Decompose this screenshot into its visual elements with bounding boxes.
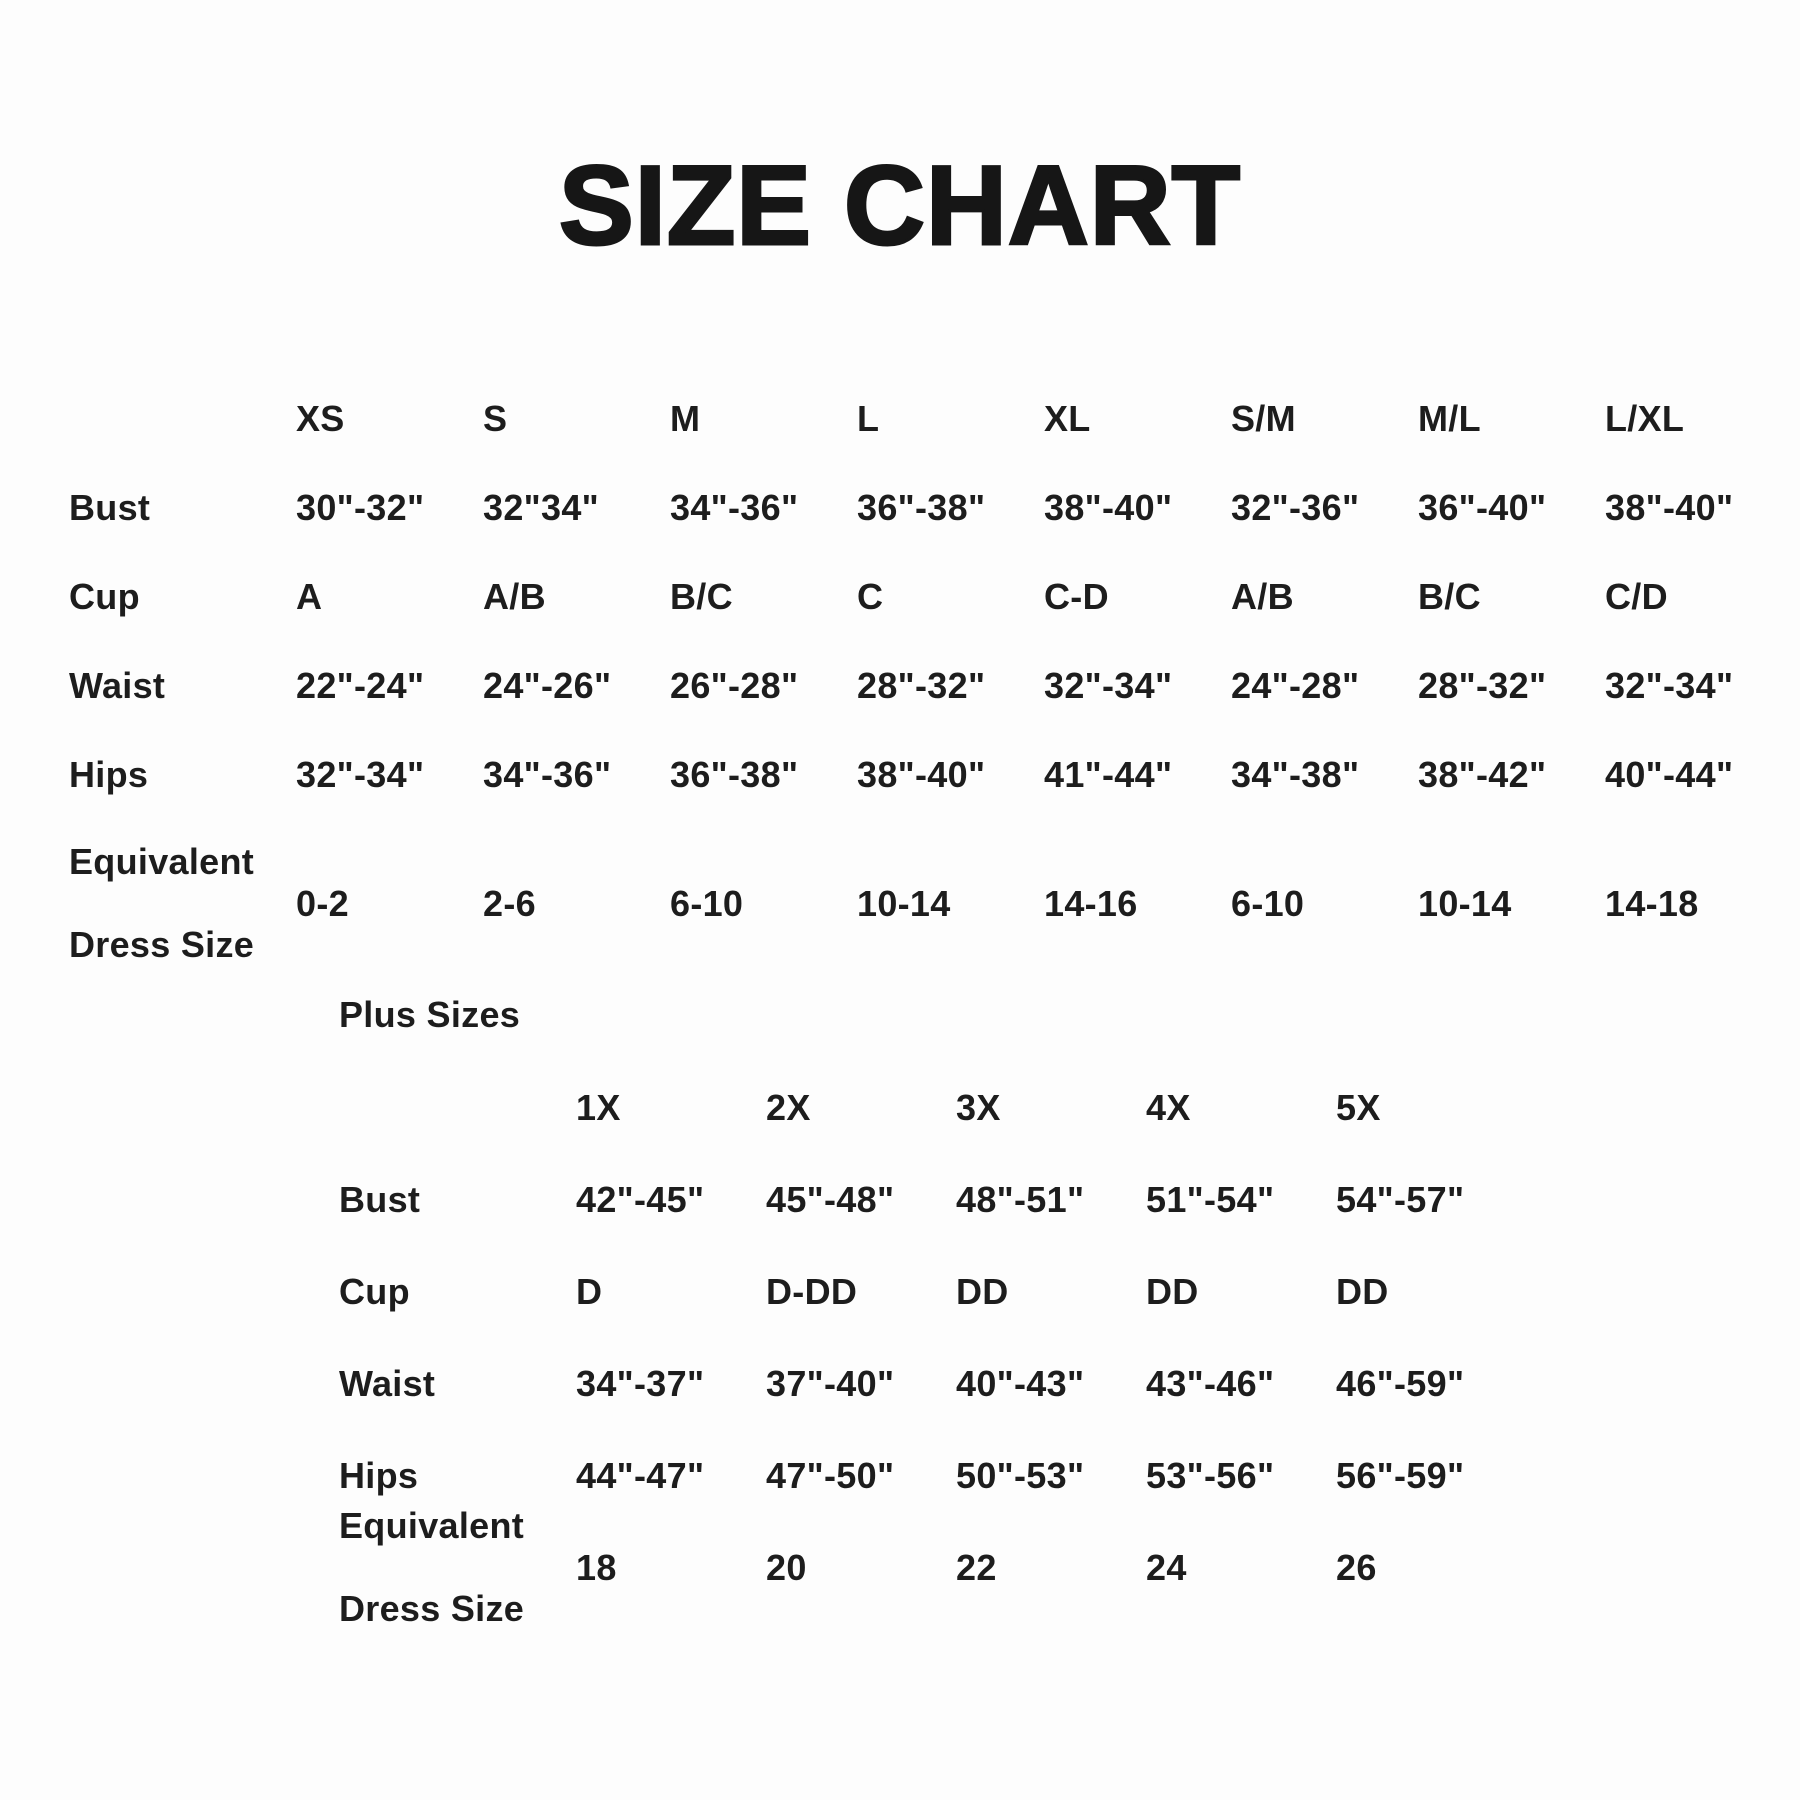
plus-sizes-table: 1X 2X 3X 4X 5X Bust 42"-45" 45"-48" 48"-51" 51"-5…: [339, 1062, 1800, 1629]
size-cell: 24"-28": [1231, 664, 1360, 706]
size-cell: DD: [1146, 1271, 1199, 1312]
column-header-1x: 1X: [576, 1087, 621, 1128]
size-cell: 56"-59": [1336, 1455, 1465, 1496]
size-cell: A: [296, 575, 323, 617]
size-cell: 34"-36": [483, 753, 612, 795]
size-cell: 10-14: [857, 883, 951, 924]
page-title: SIZE CHART: [558, 143, 1242, 268]
size-cell: 30"-32": [296, 486, 425, 528]
row-label-waist: Waist: [339, 1363, 436, 1404]
size-cell: C/D: [1605, 575, 1668, 617]
corner-cell: [69, 374, 296, 463]
size-cell: 47"-50": [766, 1455, 895, 1496]
size-cell: 36"-40": [1418, 486, 1547, 528]
size-cell: 34"-36": [670, 486, 799, 528]
column-header-s-m: S/M: [1231, 397, 1296, 439]
size-cell: 38"-42": [1418, 753, 1547, 795]
size-cell: 45"-48": [766, 1179, 895, 1220]
size-cell: B/C: [1418, 575, 1481, 617]
size-cell: C: [857, 575, 884, 617]
column-header-5x: 5X: [1336, 1087, 1381, 1128]
size-cell: 26: [1336, 1547, 1377, 1588]
column-header-l-xl: L/XL: [1605, 397, 1685, 439]
size-cell: 38"-40": [1044, 486, 1173, 528]
row-label-cup: Cup: [339, 1271, 410, 1312]
size-cell: 32"-34": [1044, 664, 1173, 706]
size-cell: 36"-38": [670, 753, 799, 795]
size-cell: 42"-45": [576, 1179, 705, 1220]
size-cell: 51"-54": [1146, 1179, 1275, 1220]
size-cell: 10-14: [1418, 883, 1512, 924]
size-cell: 41"-44": [1044, 753, 1173, 795]
size-cell: 44"-47": [576, 1455, 705, 1496]
size-cell: 24: [1146, 1547, 1187, 1588]
size-cell: 37"-40": [766, 1363, 895, 1404]
size-cell: 6-10: [670, 883, 744, 924]
size-cell: C-D: [1044, 575, 1109, 617]
column-header-xs: XS: [296, 397, 345, 439]
size-cell: B/C: [670, 575, 733, 617]
column-header-m: M: [670, 397, 701, 439]
row-label-hips: Hips: [339, 1455, 419, 1496]
size-cell: 53"-56": [1146, 1455, 1275, 1496]
row-label-hips: Hips: [69, 753, 149, 795]
size-cell: 38"-40": [857, 753, 986, 795]
row-label-equivalent-dress-size: Equivalent Dress Size: [339, 1505, 525, 1629]
size-cell: 54"-57": [1336, 1179, 1465, 1220]
size-cell: 40"-44": [1605, 753, 1734, 795]
size-cell: 32"-36": [1231, 486, 1360, 528]
size-cell: 50"-53": [956, 1455, 1085, 1496]
column-header-2x: 2X: [766, 1087, 811, 1128]
size-cell: DD: [1336, 1271, 1389, 1312]
size-cell: 34"-37": [576, 1363, 705, 1404]
size-cell: 14-16: [1044, 883, 1138, 924]
size-cell: 32"-34": [296, 753, 425, 795]
size-cell: D: [576, 1271, 603, 1312]
size-cell: 22"-24": [296, 664, 425, 706]
size-cell: 18: [576, 1547, 617, 1588]
size-cell: 40"-43": [956, 1363, 1085, 1404]
size-cell: 38"-40": [1605, 486, 1734, 528]
size-cell: 32"-34": [1605, 664, 1734, 706]
size-cell: 14-18: [1605, 883, 1699, 924]
size-cell: 26"-28": [670, 664, 799, 706]
size-cell: 28"-32": [1418, 664, 1547, 706]
size-cell: 48"-51": [956, 1179, 1085, 1220]
size-cell: 36"-38": [857, 486, 986, 528]
size-cell: 20: [766, 1547, 807, 1588]
column-header-s: S: [483, 397, 508, 439]
row-label-bust: Bust: [69, 486, 151, 528]
size-cell: A/B: [1231, 575, 1294, 617]
size-cell: 28"-32": [857, 664, 986, 706]
size-cell: 0-2: [296, 883, 349, 924]
size-cell: 2-6: [483, 883, 536, 924]
corner-cell: [339, 1062, 576, 1154]
size-cell: 34"-38": [1231, 753, 1360, 795]
row-label-cup: Cup: [69, 575, 140, 617]
standard-sizes-table: XS S M L XL S/M M/L L/XL Bust 30"-32" 32"34" 34"-36…: [69, 374, 1800, 989]
row-label-bust: Bust: [339, 1179, 421, 1220]
size-cell: DD: [956, 1271, 1009, 1312]
size-cell: 32"34": [483, 486, 600, 528]
column-header-xl: XL: [1044, 397, 1091, 439]
size-cell: 46"-59": [1336, 1363, 1465, 1404]
size-cell: 22: [956, 1547, 997, 1588]
size-cell: 24"-26": [483, 664, 612, 706]
column-header-4x: 4X: [1146, 1087, 1191, 1128]
row-label-waist: Waist: [69, 664, 166, 706]
size-cell: 6-10: [1231, 883, 1305, 924]
plus-sizes-heading: Plus Sizes: [339, 994, 521, 1035]
row-label-equivalent-dress-size: Equivalent Dress Size: [69, 841, 255, 965]
column-header-m-l: M/L: [1418, 397, 1481, 439]
column-header-l: L: [857, 397, 880, 439]
size-cell: 43"-46": [1146, 1363, 1275, 1404]
size-cell: A/B: [483, 575, 546, 617]
column-header-3x: 3X: [956, 1087, 1001, 1128]
size-cell: D-DD: [766, 1271, 858, 1312]
